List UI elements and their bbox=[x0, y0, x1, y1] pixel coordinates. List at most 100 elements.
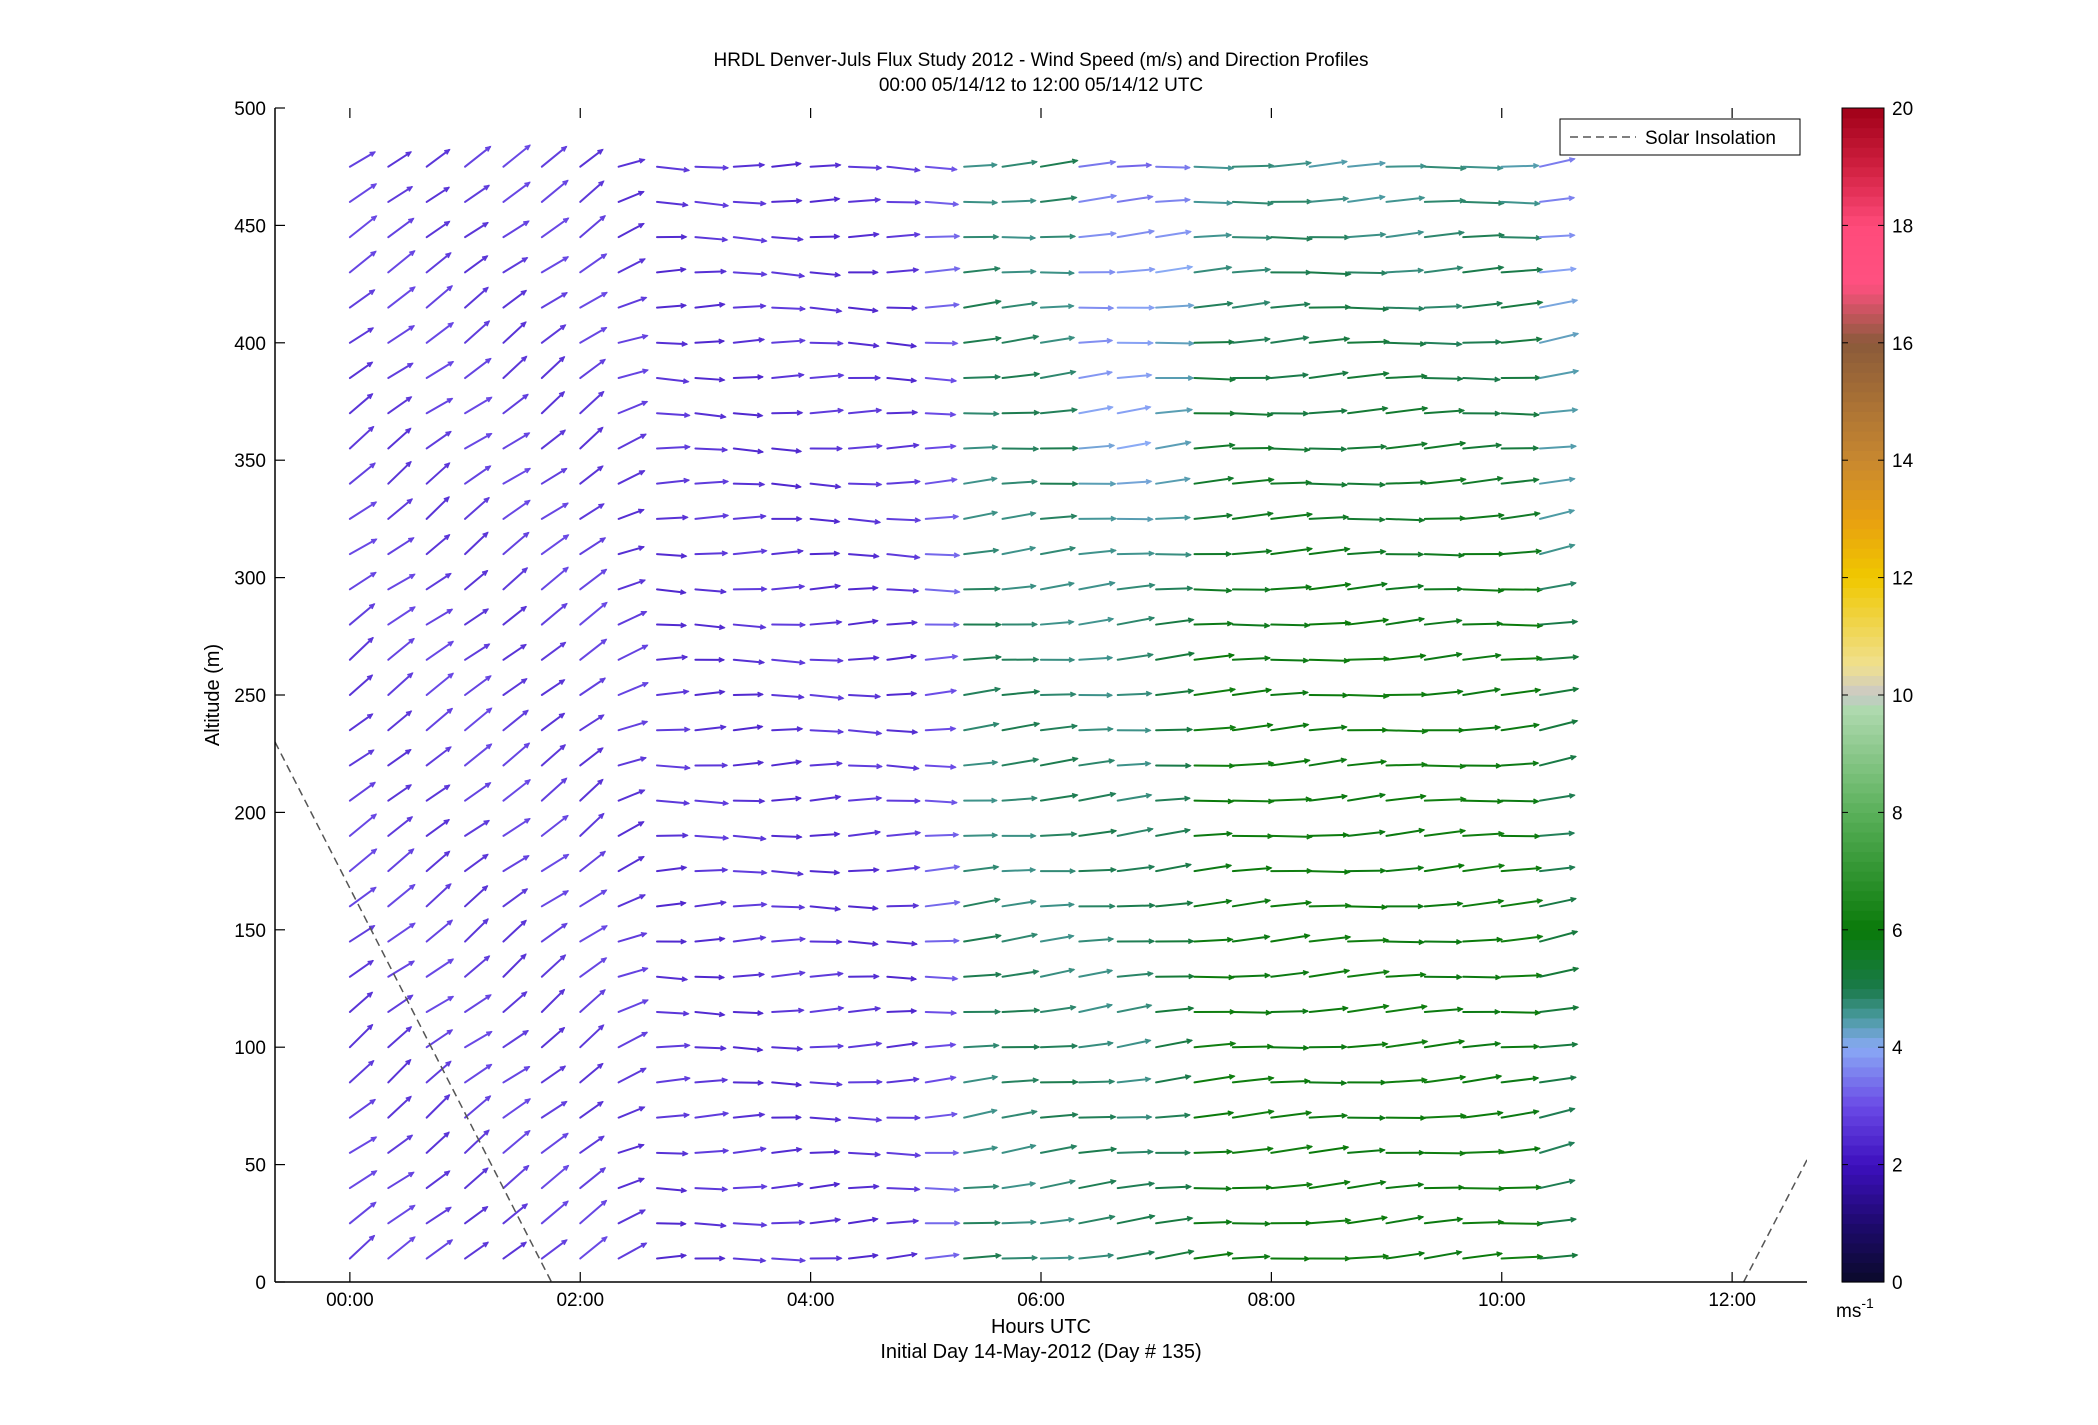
wind-arrow-head bbox=[1068, 581, 1075, 587]
wind-arrow-head bbox=[1186, 1215, 1194, 1222]
wind-arrow-head bbox=[1494, 1008, 1502, 1015]
wind-arrow-head bbox=[1029, 234, 1037, 241]
wind-arrow bbox=[656, 690, 689, 696]
colorbar-segment bbox=[1842, 1008, 1884, 1019]
wind-arrow bbox=[1539, 1006, 1579, 1013]
wind-arrow bbox=[656, 553, 687, 558]
colorbar-tick-label: 10 bbox=[1892, 686, 1913, 707]
wind-arrow-head bbox=[409, 922, 416, 929]
wind-arrow bbox=[1462, 864, 1505, 873]
wind-arrow bbox=[1193, 443, 1235, 450]
wind-arrow bbox=[1270, 236, 1313, 240]
wind-arrow bbox=[1462, 1111, 1503, 1119]
wind-arrow-head bbox=[1184, 1149, 1192, 1156]
wind-arrow-head bbox=[524, 499, 531, 506]
wind-arrow bbox=[1001, 480, 1038, 485]
wind-arrow-head bbox=[484, 782, 492, 788]
colorbar-segment bbox=[1842, 577, 1884, 588]
wind-arrow bbox=[1270, 971, 1309, 978]
wind-arrow-head bbox=[1536, 934, 1544, 940]
wind-arrow bbox=[1116, 1077, 1151, 1084]
wind-arrow bbox=[540, 641, 566, 661]
wind-arrow bbox=[540, 679, 565, 696]
wind-arrow bbox=[425, 919, 453, 943]
wind-arrow bbox=[1001, 1009, 1040, 1013]
wind-arrow-head bbox=[876, 443, 883, 450]
wind-arrow-head bbox=[1382, 306, 1390, 312]
wind-arrow-head bbox=[757, 1079, 765, 1086]
wind-arrow-head bbox=[1033, 1044, 1041, 1050]
wind-arrow-head bbox=[447, 995, 455, 1002]
wind-arrow-head bbox=[910, 653, 918, 660]
colorbar-segment bbox=[1842, 381, 1884, 393]
wind-arrow bbox=[1193, 832, 1233, 837]
wind-arrow-head bbox=[833, 550, 841, 557]
wind-arrow bbox=[425, 707, 453, 732]
wind-arrow-head bbox=[638, 789, 646, 795]
colorbar-segment bbox=[1842, 1047, 1884, 1058]
wind-arrow-head bbox=[833, 233, 841, 240]
wind-arrow-head bbox=[406, 498, 414, 505]
wind-arrow bbox=[1385, 1005, 1428, 1013]
colorbar-segment bbox=[1842, 841, 1884, 853]
wind-arrow bbox=[1385, 306, 1425, 310]
wind-arrow bbox=[1155, 1039, 1193, 1049]
wind-arrow-head bbox=[366, 393, 374, 400]
wind-arrow-head bbox=[1107, 305, 1115, 311]
wind-arrow bbox=[540, 744, 566, 767]
wind-arrow-head bbox=[795, 833, 803, 840]
wind-arrow-head bbox=[913, 554, 921, 560]
wind-arrow bbox=[1308, 936, 1351, 943]
wind-arrow bbox=[617, 789, 645, 802]
wind-arrow-head bbox=[1069, 691, 1077, 698]
wind-arrow bbox=[387, 884, 416, 908]
colorbar-segment bbox=[1842, 1272, 1884, 1283]
wind-arrow bbox=[387, 816, 413, 837]
wind-arrow bbox=[1270, 1046, 1309, 1049]
wind-arrow bbox=[963, 549, 999, 556]
wind-arrow-head bbox=[1417, 229, 1425, 236]
wind-arrow-head bbox=[1459, 476, 1467, 483]
wind-arrow-head bbox=[1069, 1179, 1077, 1185]
wind-arrow-head bbox=[1265, 687, 1273, 694]
colorbar-tick-label: 18 bbox=[1892, 216, 1913, 237]
wind-arrow-head bbox=[1571, 407, 1579, 414]
wind-arrow-head bbox=[1344, 869, 1351, 875]
colorbar-segment bbox=[1842, 910, 1884, 921]
wind-arrow-head bbox=[1568, 157, 1576, 163]
wind-arrow bbox=[1385, 585, 1424, 591]
y-axis-label: Altitude (m) bbox=[202, 644, 224, 746]
wind-arrow-head bbox=[950, 1009, 958, 1016]
wind-arrow bbox=[886, 692, 917, 696]
wind-arrow bbox=[694, 480, 729, 485]
wind-arrow bbox=[1423, 1251, 1462, 1260]
wind-arrow-head bbox=[1382, 1253, 1390, 1260]
wind-arrow-head bbox=[1494, 410, 1502, 417]
wind-arrow-head bbox=[1572, 654, 1580, 661]
wind-arrow bbox=[1308, 1081, 1347, 1085]
wind-arrow bbox=[886, 866, 920, 873]
wind-arrow-head bbox=[679, 589, 687, 596]
wind-arrow-head bbox=[951, 653, 959, 660]
colorbar-segment bbox=[1842, 1145, 1884, 1156]
wind-arrow-head bbox=[1533, 722, 1541, 729]
wind-arrow bbox=[732, 973, 765, 978]
wind-arrow bbox=[540, 391, 565, 415]
wind-arrow-head bbox=[370, 183, 378, 190]
wind-arrow-head bbox=[913, 865, 921, 871]
wind-arrow bbox=[540, 356, 565, 380]
wind-arrow-head bbox=[912, 765, 920, 771]
wind-arrow-head bbox=[1110, 1179, 1117, 1185]
wind-arrow-head bbox=[447, 322, 455, 328]
wind-arrow-head bbox=[873, 973, 880, 980]
wind-arrow bbox=[1078, 549, 1117, 556]
wind-arrow-head bbox=[1495, 339, 1502, 345]
wind-arrow bbox=[1155, 1007, 1194, 1013]
wind-arrow-head bbox=[799, 659, 806, 666]
wind-arrow bbox=[694, 623, 725, 629]
wind-arrow bbox=[963, 898, 1001, 908]
wind-arrow-head bbox=[1341, 793, 1349, 800]
wind-arrow-head bbox=[407, 362, 414, 369]
wind-arrow-head bbox=[760, 271, 768, 278]
